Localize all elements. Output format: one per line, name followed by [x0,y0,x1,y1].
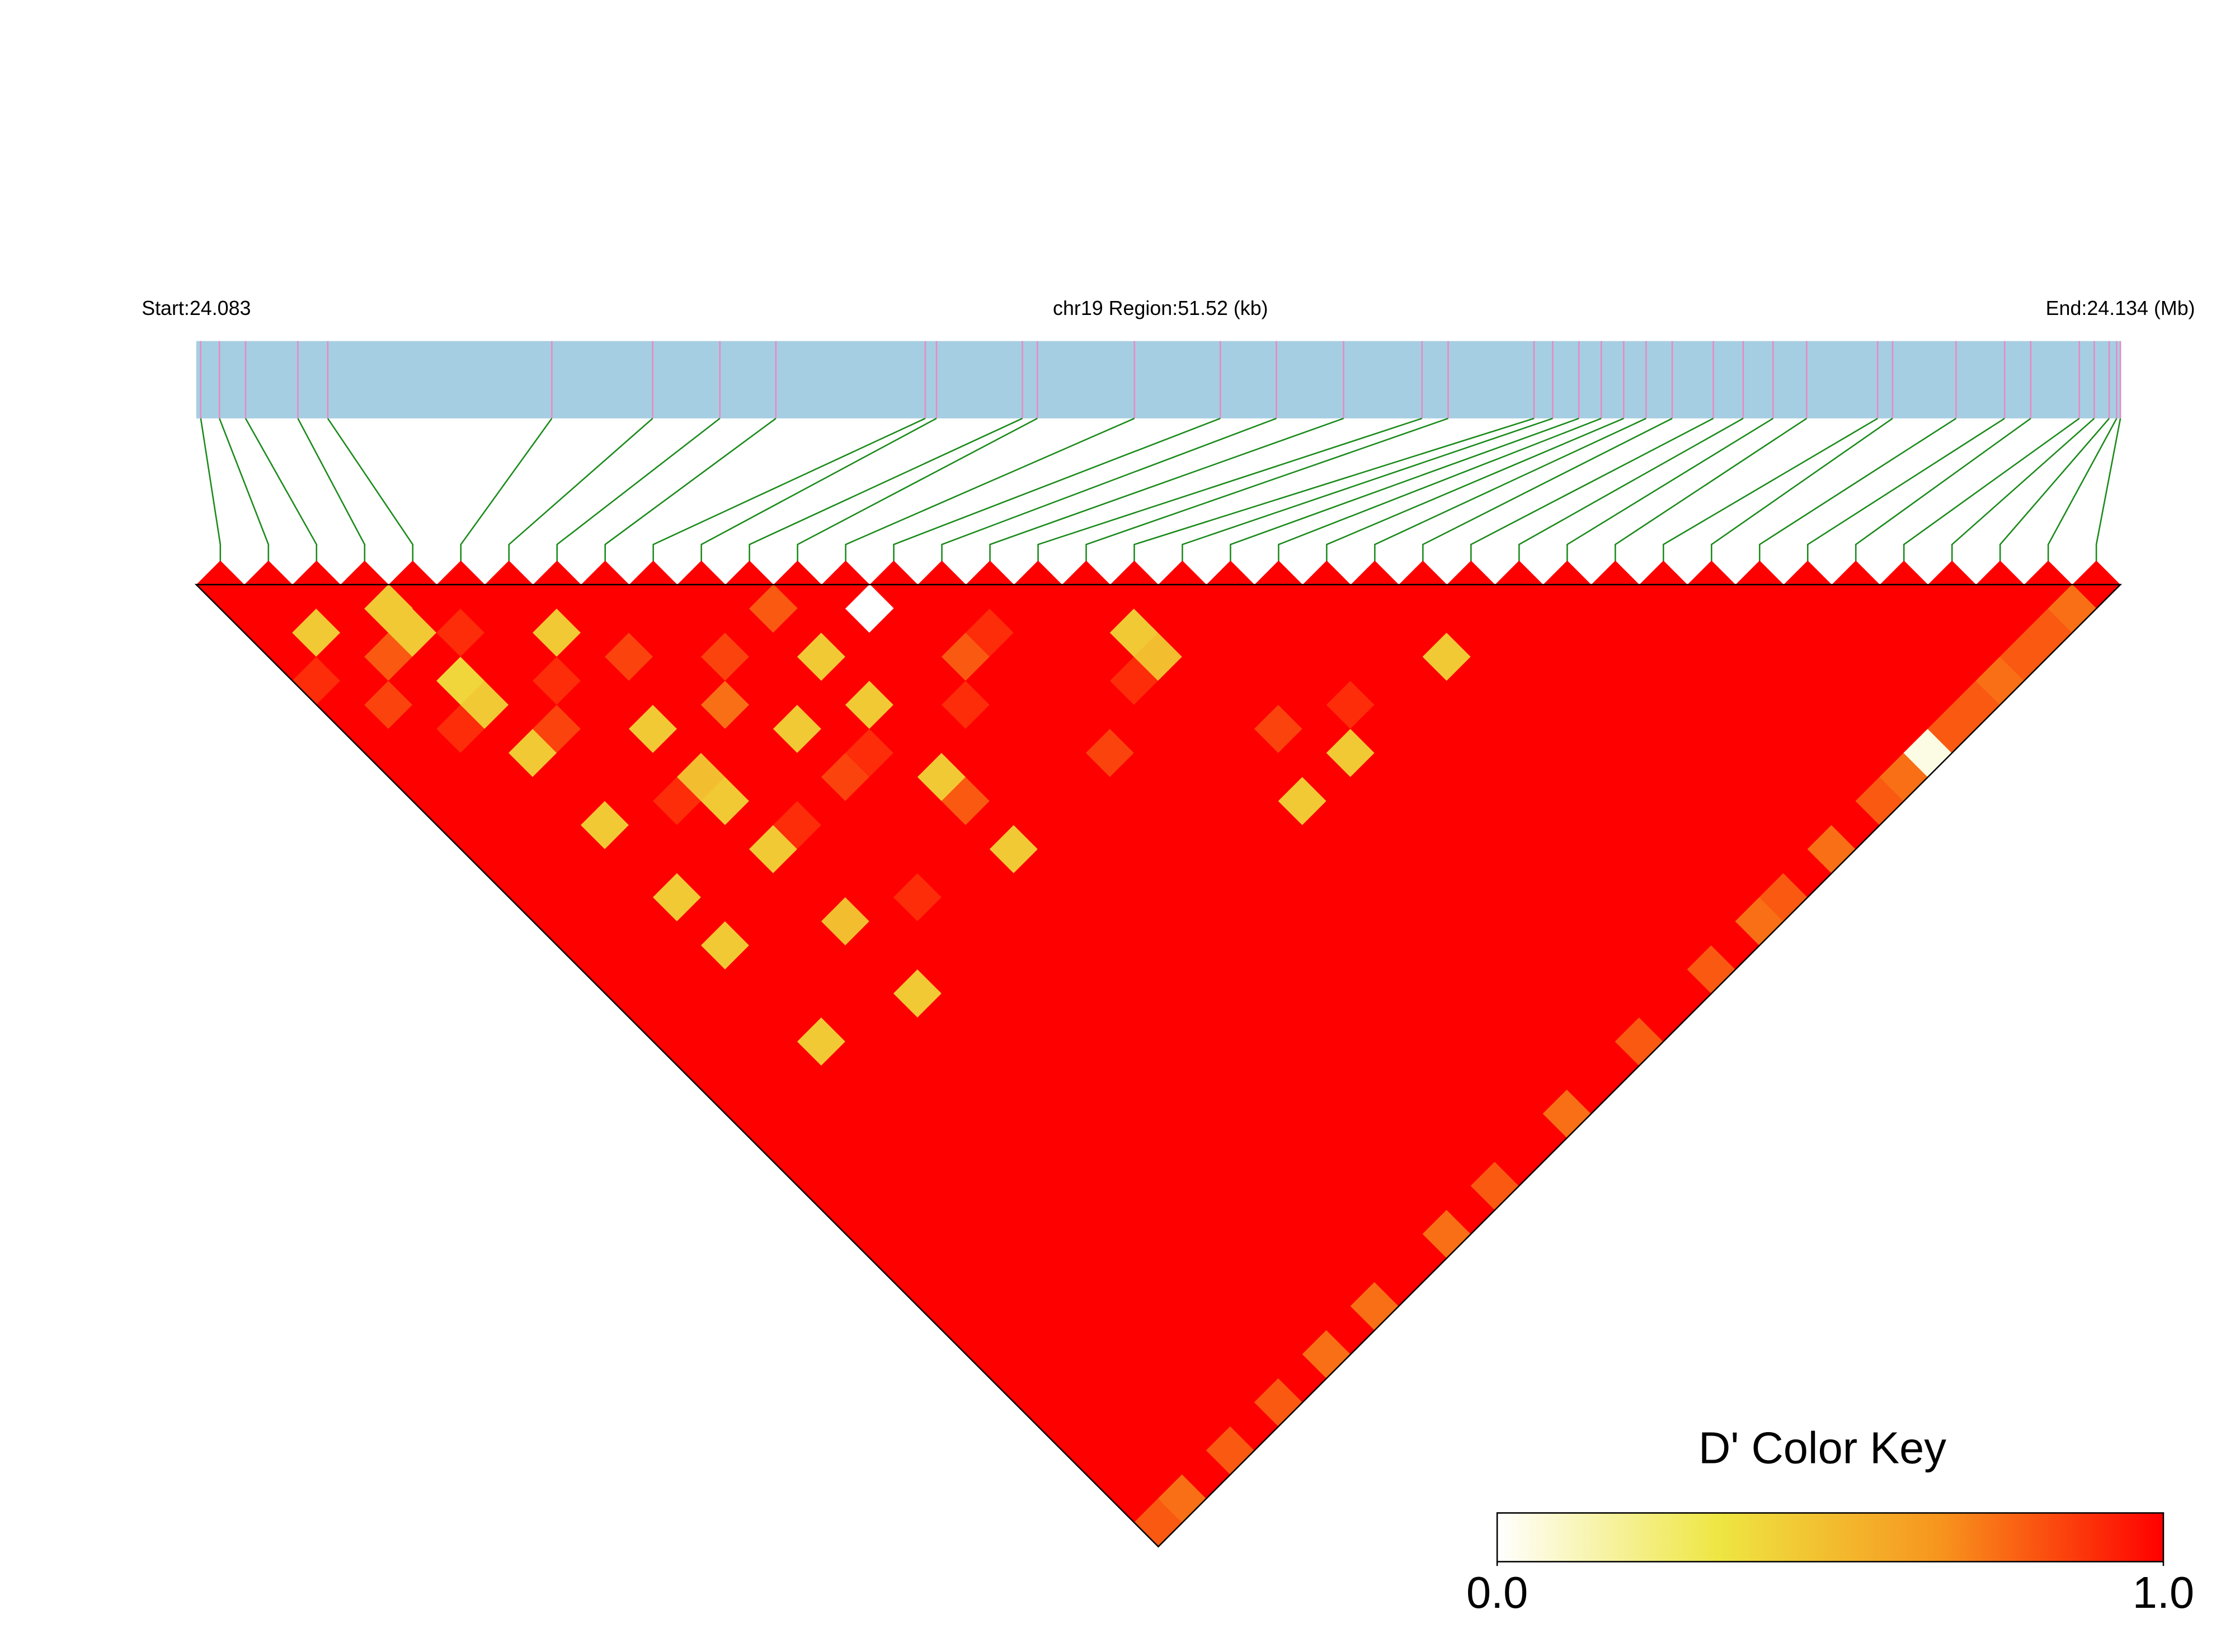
snp-connector [1133,417,1535,562]
snp-connector [200,418,222,562]
region-label: chr19 Region:51.52 (kb) [1053,297,1268,319]
snp-connector [1230,417,1579,562]
color-key-bar [1496,1512,2165,1562]
snp-connector [941,417,1277,562]
snp-connector [1278,417,1602,562]
snp-connector [1903,417,2080,562]
snp-connector [219,418,270,562]
snp-connector [1037,417,1423,562]
snp-connector [244,418,318,562]
snp-connector [1326,417,1624,562]
snp-connector [797,417,1038,562]
snp-connector [893,417,1221,562]
triangle-outline [194,583,2123,1548]
snp-connector [1951,417,2095,562]
snp-connector [1663,417,1878,562]
snp-connector [749,417,1023,562]
snp-connector [1806,417,2005,562]
snp-connector [1758,417,1957,562]
snp-connector [556,417,721,562]
end-label: End:24.134 (Mb) [2046,297,2195,319]
snp-connector [652,417,926,562]
snp-connector [327,418,414,562]
snp-connector [1085,417,1448,562]
snp-connector [297,418,366,562]
snp-connector [460,418,553,562]
snp-connector [845,417,1135,562]
snp-connector [1615,417,1808,562]
snp-connector [1422,417,1673,562]
key-tick-label: 0.0 [1466,1568,1528,1617]
snp-connector [2095,418,2121,562]
snp-connector [1518,417,1744,562]
snp-connector [1566,417,1773,562]
snp-connector [1710,417,1893,562]
snp-connector [700,417,937,562]
region-bar [196,341,2121,418]
color-key-title: D' Color Key [1698,1423,1946,1472]
snp-connector [604,417,777,562]
snp-connector [1855,417,2031,562]
key-tick-label: 1.0 [2133,1568,2194,1617]
start-label: Start:24.083 [142,297,251,319]
snp-connector [1999,418,2110,562]
snp-connector [1182,417,1553,562]
snp-connector [508,417,653,562]
snp-connector [2047,418,2118,562]
snp-connector [989,417,1344,562]
snp-connector [1470,417,1714,562]
snp-connector [1374,417,1646,562]
